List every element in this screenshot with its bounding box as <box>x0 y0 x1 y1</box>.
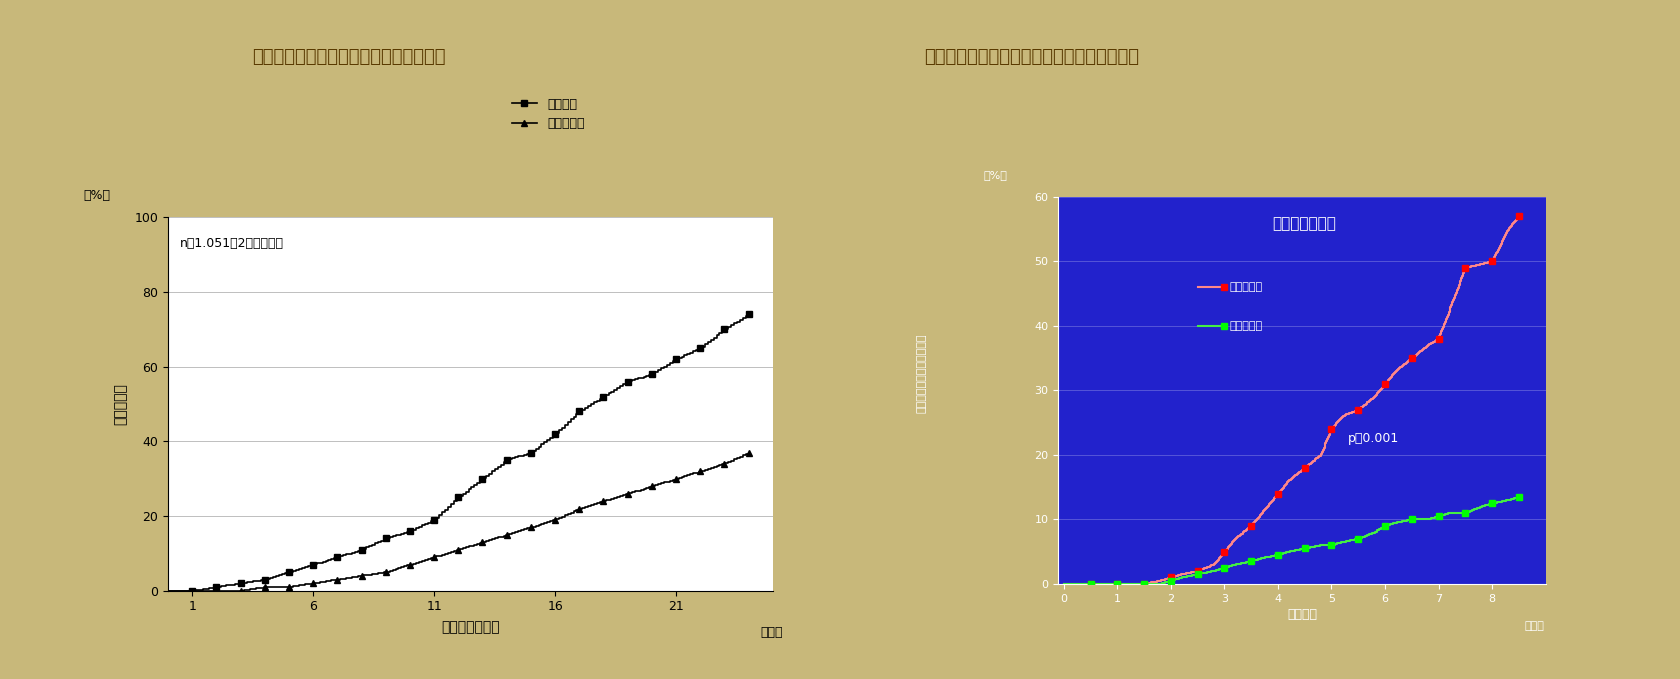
Text: 網膜症を発症した人の割合: 網膜症を発症した人の割合 <box>916 333 926 414</box>
Text: 従来療法群: 従来療法群 <box>1230 282 1263 292</box>
Text: （%）: （%） <box>983 170 1008 179</box>
X-axis label: 研究期間: 研究期間 <box>1287 608 1317 621</box>
Text: 糖尿病罹病期間の長さと網膜症発症頻度: 糖尿病罹病期間の長さと網膜症発症頻度 <box>252 48 445 66</box>
Text: 厳密な血糖コントロールで網膜症発症を抑制: 厳密な血糖コントロールで網膜症発症を抑制 <box>924 48 1139 66</box>
Text: 強化療法群: 強化療法群 <box>1230 321 1263 331</box>
Text: p＜0.001: p＜0.001 <box>1347 432 1399 445</box>
Text: （%）: （%） <box>84 189 111 202</box>
Text: n＝1.051（2型糖尿病）: n＝1.051（2型糖尿病） <box>180 237 284 250</box>
Text: （年）: （年） <box>761 625 783 638</box>
Text: 【一次予防群】: 【一次予防群】 <box>1273 217 1337 232</box>
X-axis label: 糖尿病罹病期間: 糖尿病罹病期間 <box>442 621 499 634</box>
Legend: 全網膜症, 増殖網膜症: 全網膜症, 増殖網膜症 <box>507 93 590 135</box>
Text: （年）: （年） <box>1524 621 1544 631</box>
Y-axis label: 累積発症率: 累積発症率 <box>114 383 128 425</box>
